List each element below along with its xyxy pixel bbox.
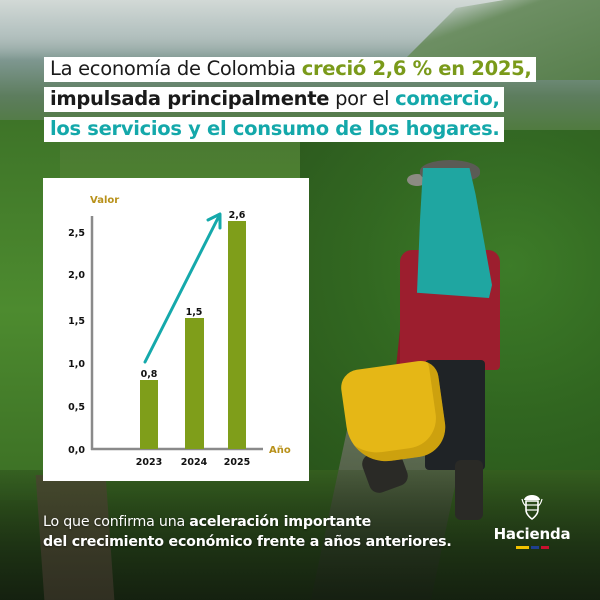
y-tick: 0,0 [68, 445, 85, 456]
flag-yellow [515, 546, 529, 549]
headline-line-2: impulsada principalmente por el comercio… [44, 87, 504, 112]
y-tick: 2,5 [68, 228, 85, 239]
y-tick: 1,0 [68, 359, 85, 370]
bar-2025 [228, 221, 246, 449]
headline-line-1: La economía de Colombia creció 2,6 % en … [44, 57, 536, 82]
footer-plain: Lo que confirma una [43, 514, 190, 530]
footer-line-2: del crecimiento económico frente a años … [43, 534, 452, 550]
bar-chart-card: Valor Año 0,0 0,5 1,0 1,5 2,0 2,5 0,8 1,… [43, 178, 309, 481]
headline: La economía de Colombia creció 2,6 % en … [44, 57, 536, 147]
headline-highlight-commerce: comercio, [395, 87, 500, 110]
x-tick: 2023 [136, 457, 162, 468]
flag-red [540, 546, 549, 549]
bar-value-label: 0,8 [141, 369, 158, 380]
coffee-basket [338, 358, 450, 467]
x-axis-title: Año [269, 445, 291, 456]
coffee-farmer-figure [338, 160, 515, 520]
y-tick: 0,5 [68, 402, 85, 413]
footer-text: Lo que confirma una aceleración importan… [43, 512, 452, 552]
farmer-boot [455, 460, 483, 520]
headline-bold: impulsada principalmente [50, 87, 330, 110]
footer-line-1: Lo que confirma una aceleración importan… [43, 512, 452, 532]
footer-bold: aceleración importante [189, 514, 372, 530]
x-tick: 2025 [224, 457, 250, 468]
bar-value-labels: 0,8 1,5 2,6 [141, 210, 246, 380]
coat-of-arms-icon [521, 495, 543, 520]
hacienda-logo: Hacienda [492, 494, 572, 564]
headline-line-3: los servicios y el consumo de los hogare… [44, 117, 504, 142]
headline-text: por el [329, 87, 396, 110]
y-axis-title: Valor [90, 195, 119, 206]
bar-2024 [185, 318, 204, 449]
y-tick: 2,0 [68, 270, 85, 281]
headline-text: La economía de Colombia [50, 57, 302, 80]
bar-chart: Valor Año 0,0 0,5 1,0 1,5 2,0 2,5 0,8 1,… [68, 195, 291, 468]
bar-value-label: 2,6 [229, 210, 246, 221]
trend-arrow-icon [143, 212, 222, 364]
bar-value-label: 1,5 [186, 307, 203, 318]
bar-2023 [140, 380, 158, 449]
flag-blue [530, 546, 539, 549]
headline-highlight-growth: creció 2,6 % en 2025, [301, 57, 532, 80]
logo-wordmark: Hacienda [493, 525, 571, 543]
x-tick: 2024 [181, 457, 208, 468]
y-tick-labels: 0,0 0,5 1,0 1,5 2,0 2,5 [68, 228, 85, 456]
x-tick-labels: 2023 2024 2025 [136, 457, 250, 468]
y-tick: 1,5 [68, 316, 85, 327]
colombia-flag-stripe [492, 546, 572, 549]
farmer-hood [417, 168, 492, 298]
